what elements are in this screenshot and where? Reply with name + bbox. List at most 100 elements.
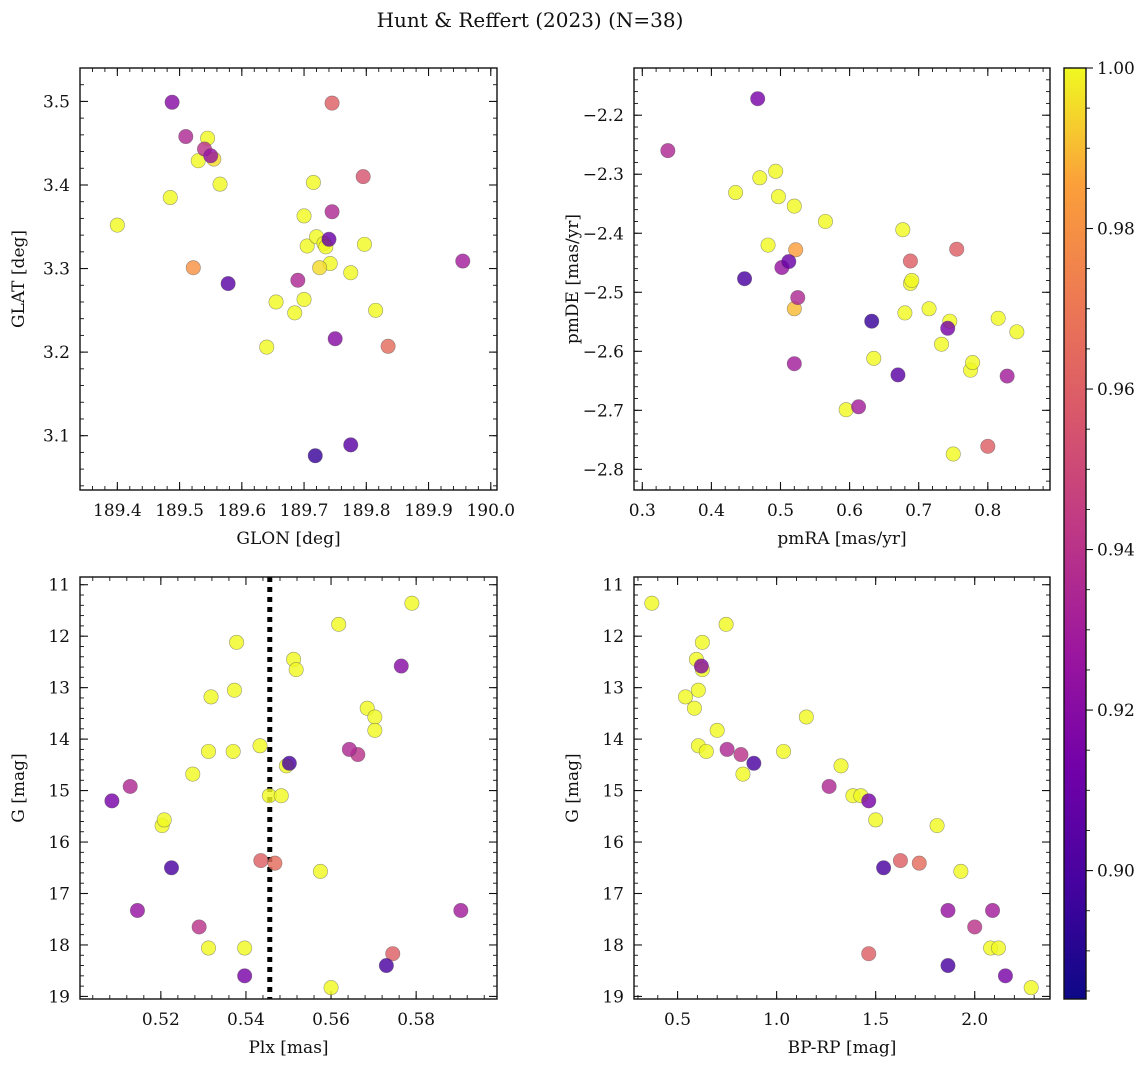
x-tick-label: 189.7: [280, 501, 329, 521]
scatter-point: [109, 217, 125, 233]
scatter-point: [833, 758, 849, 774]
scatter-point: [212, 176, 228, 192]
scatter-point: [786, 198, 802, 214]
scatter-point: [368, 302, 384, 318]
scatter-point: [226, 682, 242, 698]
x-axis-label: pmRA [mas/yr]: [777, 529, 906, 549]
x-axis-label: Plx [mas]: [248, 1038, 328, 1058]
scatter-point: [296, 208, 312, 224]
scatter-point: [343, 265, 359, 281]
scatter-point: [296, 291, 312, 307]
scatter-point: [201, 743, 217, 759]
scatter-point: [980, 438, 996, 454]
scatter-point: [760, 237, 776, 253]
scatter-point: [237, 968, 253, 984]
scatter-point: [122, 778, 138, 794]
scatter-point: [798, 709, 814, 725]
scatter-point: [866, 350, 882, 366]
y-tick-label: −2.7: [583, 401, 624, 421]
scatter-point: [967, 919, 983, 935]
scatter-point: [644, 595, 660, 611]
scatter-point: [776, 743, 792, 759]
scatter-point: [719, 741, 735, 757]
scatter-point: [404, 595, 420, 611]
scatter-point: [267, 855, 283, 871]
scatter-point: [287, 305, 303, 321]
x-tick-label: 2.0: [961, 1010, 988, 1030]
scatter-point: [770, 189, 786, 205]
scatter-point: [203, 689, 219, 705]
panel-cmd: 0.5 1.0 1.5 2.0 11 12 13 14 15 16 17 18 19 BP-RP [mag…: [563, 576, 1051, 1058]
scatter-point: [1023, 980, 1039, 996]
scatter-point: [985, 902, 1001, 918]
scatter-point: [164, 94, 180, 110]
y-tick-label: −2.8: [583, 460, 624, 480]
axes-frame: [79, 67, 498, 491]
scatter-point: [252, 738, 268, 754]
scatter-point: [356, 236, 372, 252]
scatter-point: [331, 616, 347, 632]
y-tick-label: 16: [602, 833, 624, 853]
x-tick-label: 189.8: [342, 501, 391, 521]
scatter-point: [861, 946, 877, 962]
scatter-point: [220, 276, 236, 292]
scatter-point: [268, 294, 284, 310]
x-tick-label: 189.4: [93, 501, 142, 521]
scatter-point: [892, 853, 908, 869]
colorbar-tick-label: 0.96: [1097, 380, 1135, 400]
scatter-point: [378, 958, 394, 974]
scatter-point: [455, 253, 471, 269]
scatter-point: [904, 272, 920, 288]
scatter-point: [299, 238, 315, 254]
colorbar-gradient: [1064, 68, 1086, 999]
colorbar: 0.90 0.92 0.94 0.96 0.98 1.00: [1063, 59, 1135, 1000]
colorbar-tick-label: 1.00: [1097, 59, 1135, 79]
scatter-point: [163, 860, 179, 876]
y-tick-label: 12: [602, 627, 624, 647]
scatter-point: [327, 331, 343, 347]
scatter-point: [990, 940, 1006, 956]
y-tick-label: 3.1: [43, 427, 70, 447]
y-tick-label: 13: [48, 679, 70, 699]
scatter-point: [709, 722, 725, 738]
y-tick-label: 16: [48, 833, 70, 853]
scatter-point: [162, 190, 178, 206]
y-axis-label: G [mag]: [9, 753, 29, 822]
scatter-point: [864, 313, 880, 329]
scatter-point: [156, 812, 172, 828]
scatter-point: [897, 305, 913, 321]
scatter-point: [890, 367, 906, 383]
scatter-point: [323, 980, 339, 996]
scatter-point: [999, 368, 1015, 384]
y-tick-label: 17: [48, 885, 70, 905]
y-tick-label: 18: [602, 936, 624, 956]
panel-pm: 0.3 0.4 0.5 0.6 0.7 0.8 −2.8 −2.7 −2.6 −2.5 −2.4 −2…: [563, 67, 1051, 549]
scatter-point: [281, 755, 297, 771]
scatter-point: [940, 902, 956, 918]
scatter-point: [788, 242, 804, 258]
scatter-point: [225, 743, 241, 759]
y-tick-label: 13: [602, 679, 624, 699]
scatter-point: [752, 170, 768, 186]
scatter-point: [290, 272, 306, 288]
scatter-point: [934, 336, 950, 352]
y-tick-label: 19: [602, 987, 624, 1007]
y-tick-label: 14: [48, 730, 70, 750]
scatter-point: [259, 339, 275, 355]
panel-plx-g: 0.52 0.54 0.56 0.58 11 12 13 14 15 16 17 18 19 Plx [m…: [9, 576, 498, 1058]
scatter-point: [453, 902, 469, 918]
x-tick-label: 190.0: [466, 501, 515, 521]
scatter-point: [817, 213, 833, 229]
scatter-point: [953, 863, 969, 879]
scatter-point: [185, 260, 201, 276]
scatter-point: [355, 169, 371, 185]
colorbar-tick-label: 0.98: [1097, 220, 1135, 240]
x-tick-label: 0.52: [142, 1010, 180, 1030]
x-tick-label: 0.54: [227, 1010, 265, 1030]
y-axis-label: G [mag]: [563, 753, 583, 822]
panels: 189.4 189.5 189.6 189.7 189.8 189.9 190.0 3.1 3.…: [9, 67, 1051, 1058]
scatter-point: [990, 310, 1006, 326]
y-tick-label: −2.4: [583, 224, 624, 244]
scatter-point: [312, 863, 328, 879]
y-axis-label: GLAT [deg]: [9, 230, 29, 328]
